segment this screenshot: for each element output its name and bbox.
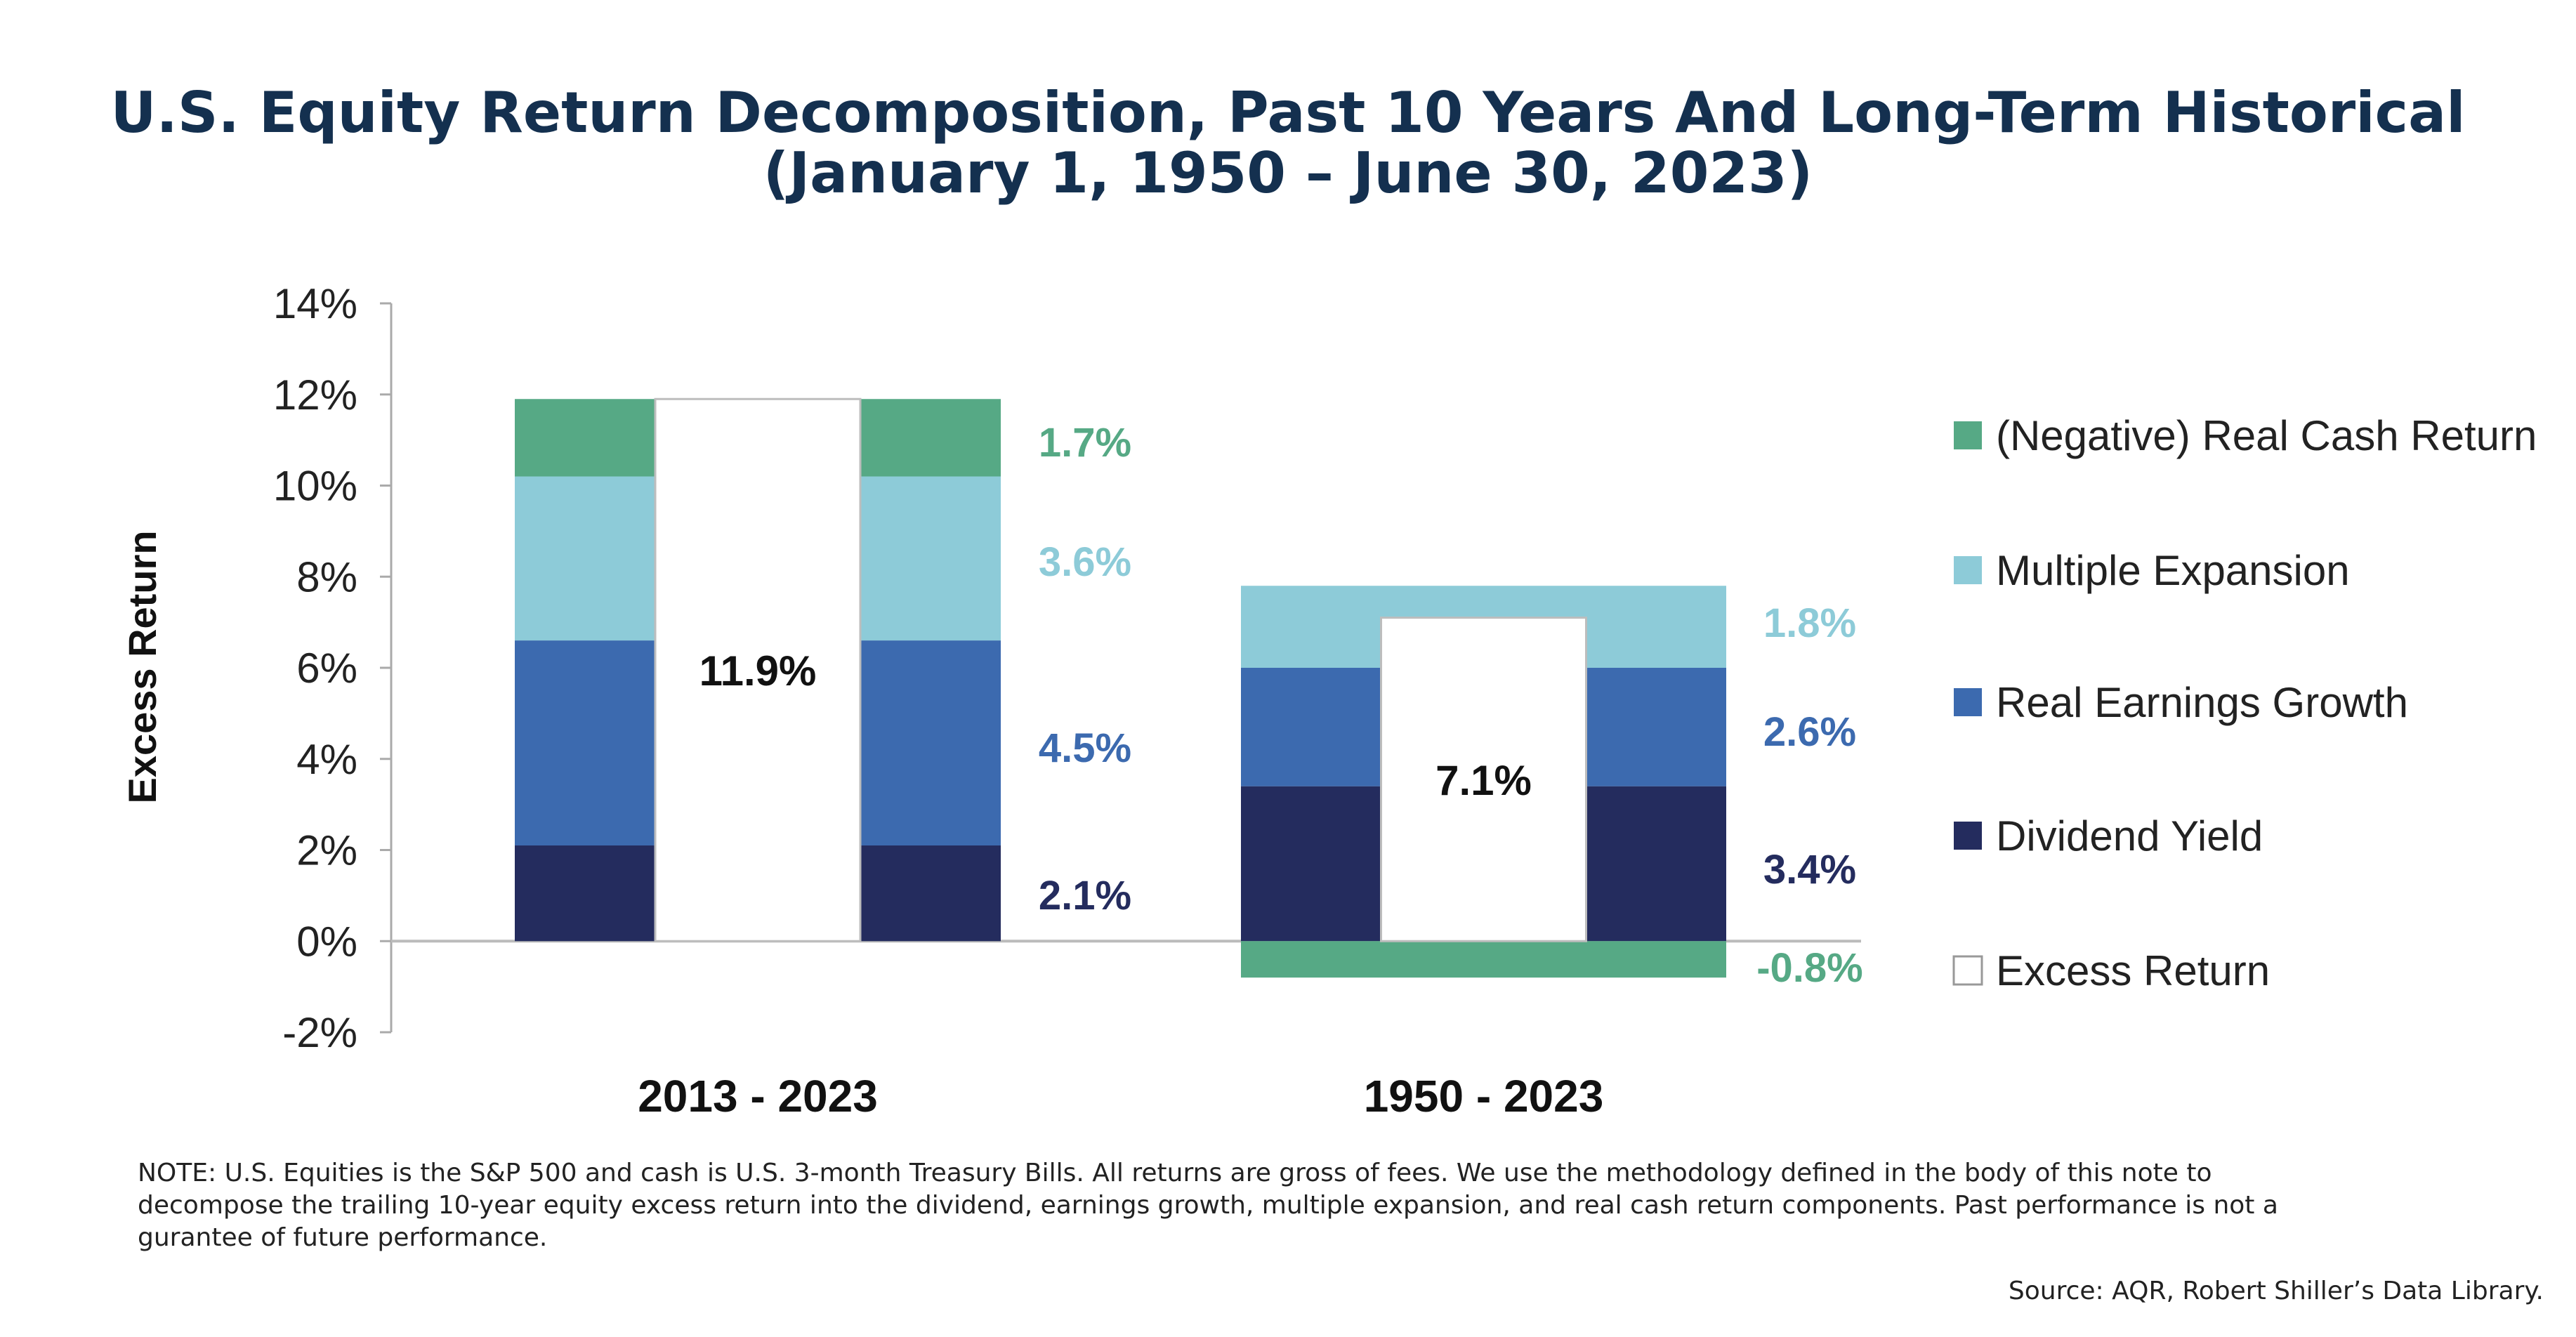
title-line-2: (January 1, 1950 – June 30, 2023) — [763, 140, 1813, 206]
legend-swatch-multiple-expansion — [1954, 556, 1982, 584]
excess-return-bar — [1380, 617, 1587, 942]
stacked-bar-chart: 14% 12% 10% 8% 6% 4% 2% 0% -2% Excess Return 11.9… — [120, 280, 2537, 1121]
value-label-dividend-yield: 2.1% — [1039, 873, 1131, 918]
y-tick-label: 4% — [296, 736, 357, 783]
value-label-real-cash: 1.7% — [1039, 420, 1131, 466]
bars — [515, 397, 1726, 978]
excess-return-bar — [654, 397, 862, 942]
value-label-dividend-yield: 3.4% — [1763, 847, 1856, 893]
value-label-multiple-expansion: 1.8% — [1763, 600, 1856, 646]
axes: 14% 12% 10% 8% 6% 4% 2% 0% -2% Excess Return — [120, 280, 1861, 1056]
y-tick-label: 6% — [296, 645, 357, 692]
bar-segment-real-cash — [1241, 941, 1726, 978]
excess-return-label: 11.9% — [699, 647, 817, 694]
legend-swatch-real-earnings — [1954, 688, 1982, 716]
source-note: Source: AQR, Robert Shiller’s Data Libra… — [2008, 1277, 2544, 1305]
y-tick-label: 2% — [296, 827, 357, 874]
footnote: NOTE: U.S. Equities is the S&P 500 and c… — [138, 1159, 2278, 1252]
legend-label: Multiple Expansion — [1996, 547, 2350, 594]
legend-swatch-dividend-yield — [1954, 822, 1982, 850]
chart-title: U.S. Equity Return Decomposition, Past 1… — [0, 83, 2576, 204]
value-label-real-cash: -0.8% — [1756, 945, 1863, 991]
legend-label: Real Earnings Growth — [1996, 679, 2408, 726]
legend-swatch-excess-return — [1952, 955, 1983, 986]
legend-swatch-real-cash — [1954, 421, 1982, 449]
x-category-label: 1950 - 2023 — [1364, 1071, 1604, 1121]
y-tick-label: -2% — [282, 1009, 357, 1056]
y-tick-label: 12% — [273, 371, 357, 419]
legend: (Negative) Real Cash Return Multiple Expa… — [1952, 412, 2537, 994]
y-axis-title: Excess Return — [120, 530, 164, 803]
y-tick-label: 0% — [296, 918, 357, 965]
excess-return-label: 7.1% — [1435, 757, 1532, 804]
legend-label: Dividend Yield — [1996, 812, 2263, 859]
value-label-real-earnings: 4.5% — [1039, 725, 1131, 771]
data-labels: 11.9% 2013 - 2023 7.1% 1950 - 2023 2.1% 3.4% 4… — [638, 420, 1863, 1121]
legend-label: (Negative) Real Cash Return — [1996, 412, 2537, 459]
legend-label: Excess Return — [1996, 947, 2270, 994]
value-label-multiple-expansion: 3.6% — [1039, 539, 1131, 585]
title-line-1: U.S. Equity Return Decomposition, Past 1… — [110, 80, 2466, 145]
y-tick-label: 14% — [273, 280, 357, 327]
y-tick-label: 8% — [296, 553, 357, 600]
value-label-real-earnings: 2.6% — [1763, 709, 1856, 755]
y-tick-label: 10% — [273, 463, 357, 510]
x-category-label: 2013 - 2023 — [638, 1071, 878, 1121]
